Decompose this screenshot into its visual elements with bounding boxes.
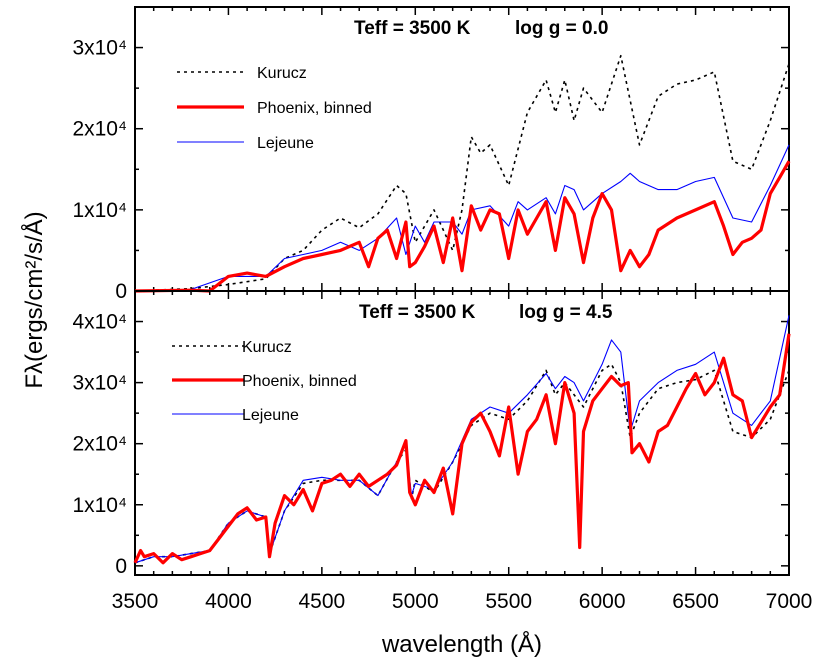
bottom-panel-frame	[134, 290, 790, 576]
top-series-phoenix-binned	[134, 160, 791, 293]
x-tick-label: 6500	[672, 590, 719, 613]
bottom-legend-phoenix-label: Phoenix, binned	[242, 373, 357, 390]
bottom-y-tick-label: 1x10⁴	[72, 494, 127, 517]
bottom-panel-series	[133, 315, 791, 565]
bottom-y-tick-label: 4x10⁴	[72, 311, 127, 334]
bottom-y-tick-label: 0	[115, 555, 127, 578]
bottom-panel-title-logg: log g = 4.5	[519, 302, 613, 323]
bottom-legend-kurucz-label: Kurucz	[242, 339, 292, 356]
top-y-tick-label: 1x10⁴	[72, 199, 127, 222]
bottom-series-lejeune	[134, 315, 790, 564]
bottom-legend-lejeune-label: Lejeune	[242, 407, 299, 424]
top-panel-title-logg: log g = 0.0	[515, 18, 608, 39]
top-y-tick-label: 2x10⁴	[72, 118, 127, 141]
x-tick-labels: 3500 4000 4500 5000 5500 6000 6500 7000	[112, 590, 813, 613]
top-panel: 0 1x10⁴ 2x10⁴ 3x10⁴ Teff = 3500 K log g = 0…	[72, 6, 791, 303]
x-tick-label: 4000	[205, 590, 252, 613]
x-tick-label: 3500	[112, 590, 159, 613]
bottom-series-phoenix-binned	[133, 333, 791, 565]
x-tick-label: 6000	[579, 590, 626, 613]
top-y-tick-label: 3x10⁴	[72, 37, 127, 60]
top-panel-title-teff: Teff = 3500 K	[354, 18, 471, 39]
bottom-panel-title-teff: Teff = 3500 K	[359, 302, 476, 323]
top-series-lejeune	[134, 144, 790, 292]
x-axis-label: wavelength (Å)	[381, 630, 542, 658]
x-tick-label: 5500	[485, 590, 532, 613]
top-series-kurucz	[134, 54, 790, 292]
x-tick-label: 7000	[766, 590, 813, 613]
bottom-y-tick-label: 3x10⁴	[72, 372, 127, 395]
bottom-panel: 0 1x10⁴ 2x10⁴ 3x10⁴ 4x10⁴ Teff = 3500 K log …	[72, 290, 791, 578]
top-legend-phoenix-label: Phoenix, binned	[257, 100, 372, 117]
top-y-tick-label: 0	[115, 280, 127, 303]
bottom-y-tick-label: 2x10⁴	[72, 433, 127, 456]
bottom-panel-ticks: 0 1x10⁴ 2x10⁴ 3x10⁴ 4x10⁴	[72, 291, 790, 578]
top-panel-frame	[134, 6, 790, 292]
bottom-panel-legend: Kurucz Phoenix, binned Lejeune	[172, 339, 357, 424]
top-panel-ticks: 0 1x10⁴ 2x10⁴ 3x10⁴	[72, 7, 790, 303]
y-axis-label: Fλ(ergs/cm²/s/Å)	[20, 211, 48, 388]
top-legend-lejeune-label: Lejeune	[257, 135, 314, 152]
bottom-series-kurucz	[134, 363, 790, 564]
x-tick-label: 4500	[298, 590, 345, 613]
top-legend-kurucz-label: Kurucz	[257, 65, 307, 82]
x-tick-label: 5000	[392, 590, 439, 613]
top-panel-series	[134, 54, 791, 293]
top-panel-legend: Kurucz Phoenix, binned Lejeune	[177, 65, 372, 152]
